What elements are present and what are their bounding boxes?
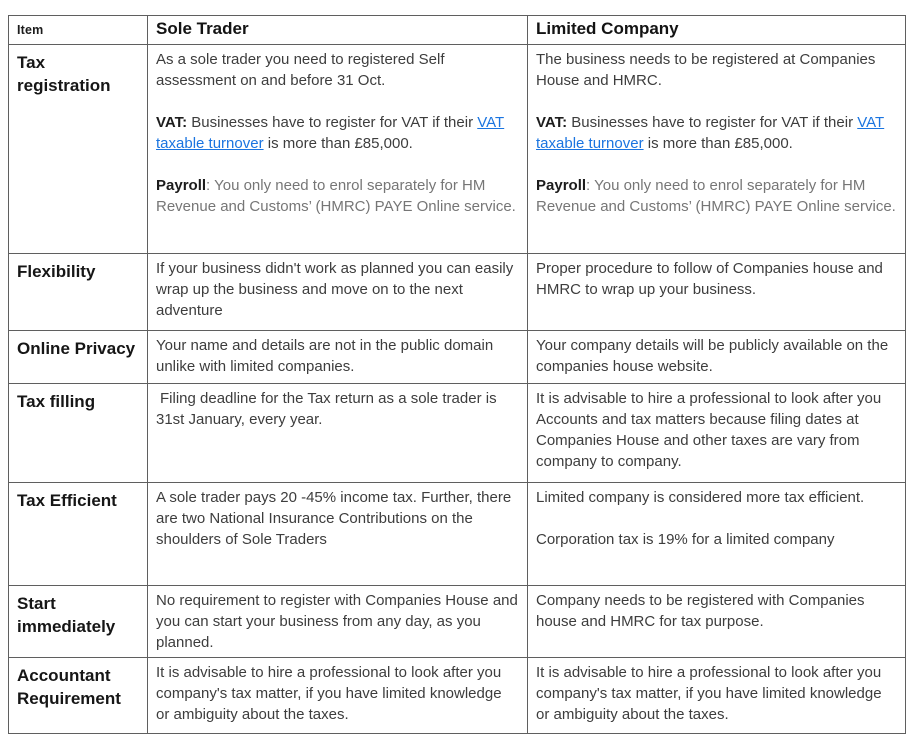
vat-taxable-turnover-link[interactable]: VAT taxable turnover [156,114,505,152]
text-run: Businesses have to register for VAT if t… [187,114,478,131]
vat-taxable-turnover-link[interactable]: VAT taxable turnover [536,114,885,152]
cell-tax-efficient-limited: Limited company is considered more tax e… [528,483,906,586]
cell-paragraph: It is advisable to hire a professional t… [536,390,882,470]
cell-paragraph: VAT: Businesses have to register for VAT… [156,112,518,154]
cell-online-privacy-limited: Your company details will be publicly av… [528,331,906,384]
cell-paragraph: A sole trader pays 20 -45% income tax. F… [156,489,512,548]
row-label-accountant-requirement: Accountant Requirement [9,658,148,734]
cell-flexibility-limited: Proper procedure to follow of Companies … [528,254,906,331]
column-header-item: Item [9,16,148,45]
text-run: is more than £85,000. [643,135,793,152]
cell-paragraph: It is advisable to hire a professional t… [156,664,502,723]
vat-bold-run: VAT: [536,114,568,131]
cell-accountant-requirement-sole: It is advisable to hire a professional t… [148,658,528,734]
cell-start-immediately-limited: Company needs to be registered with Comp… [528,586,906,658]
cell-tax-registration-limited: The business needs to be registered at C… [528,45,906,254]
payroll-bold-run: Payroll [156,177,207,194]
cell-paragraph: No requirement to register with Companie… [156,592,518,651]
row-label-flexibility: Flexibility [9,254,148,331]
text-run: is more than £85,000. [263,135,413,152]
cell-tax-filling-limited: It is advisable to hire a professional t… [528,384,906,483]
cell-paragraph: Company needs to be registered with Comp… [536,592,865,630]
cell-paragraph: Proper procedure to follow of Companies … [536,260,883,298]
cell-paragraph: The business needs to be registered at C… [536,51,876,89]
cell-paragraph: Limited company is considered more tax e… [536,489,865,506]
payroll-muted-run: : You only need to enrol separately for … [536,177,896,215]
row-label-tax-efficient: Tax Efficient [9,483,148,586]
row-label-online-privacy: Online Privacy [9,331,148,384]
cell-tax-filling-sole: Filing deadline for the Tax return as a … [148,384,528,483]
cell-paragraph: Filing deadline for the Tax return as a … [156,390,497,428]
row-label-start-immediately: Start immediately [9,586,148,658]
cell-flexibility-sole: If your business didn't work as planned … [148,254,528,331]
vat-bold-run: VAT: [156,114,188,131]
cell-paragraph: Payroll: You only need to enrol separate… [156,175,518,217]
column-header-sole-trader: Sole Trader [148,16,528,45]
cell-tax-registration-sole: As a sole trader you need to registered … [148,45,528,254]
cell-paragraph: Corporation tax is 19% for a limited com… [536,531,835,548]
cell-paragraph: Your company details will be publicly av… [536,337,889,375]
payroll-muted-run: : You only need to enrol separately for … [156,177,516,215]
row-label-tax-registration: Tax registration [9,45,148,254]
cell-paragraph: Your name and details are not in the pub… [156,337,494,375]
payroll-bold-run: Payroll [536,177,587,194]
cell-accountant-requirement-limited: It is advisable to hire a professional t… [528,658,906,734]
cell-paragraph: Payroll: You only need to enrol separate… [536,175,896,217]
cell-start-immediately-sole: No requirement to register with Companie… [148,586,528,658]
cell-paragraph: As a sole trader you need to registered … [156,51,445,89]
cell-paragraph: It is advisable to hire a professional t… [536,664,882,723]
column-header-limited-company: Limited Company [528,16,906,45]
row-label-tax-filling: Tax filling [9,384,148,483]
cell-paragraph: VAT: Businesses have to register for VAT… [536,112,896,154]
text-run: Businesses have to register for VAT if t… [567,114,858,131]
cell-online-privacy-sole: Your name and details are not in the pub… [148,331,528,384]
cell-paragraph: If your business didn't work as planned … [156,260,514,319]
comparison-table: Item Sole Trader Limited Company Tax reg… [8,15,906,734]
cell-tax-efficient-sole: A sole trader pays 20 -45% income tax. F… [148,483,528,586]
